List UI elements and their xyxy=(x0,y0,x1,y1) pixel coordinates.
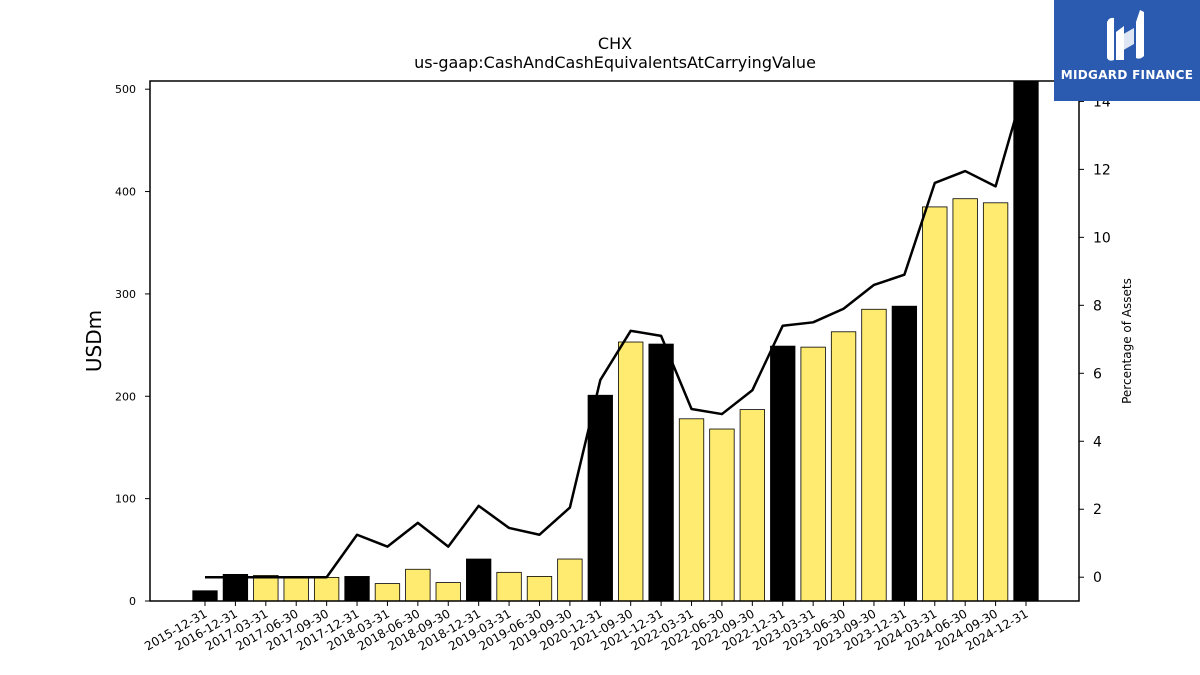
y2-tick-label: 10 xyxy=(1093,230,1111,246)
bar-2017-03-31 xyxy=(253,575,279,602)
bar-2017-12-31 xyxy=(344,576,370,602)
bar-2021-12-31 xyxy=(648,343,674,602)
y2-tick-label: 8 xyxy=(1093,298,1102,314)
bar-2023-06-30 xyxy=(830,331,857,602)
y-tick-label: 100 xyxy=(115,493,136,506)
y-axis-label: USDm xyxy=(82,310,106,372)
bar-2019-09-30 xyxy=(557,558,583,602)
bar-2018-03-31 xyxy=(374,583,401,602)
y-axis-ticks: 0 100 200 300 400 500 xyxy=(115,83,150,608)
bar-2020-12-31 xyxy=(587,394,613,602)
y2-tick-label: 12 xyxy=(1093,162,1111,178)
bar-2022-06-30 xyxy=(709,428,735,602)
y-tick-label: 0 xyxy=(129,595,136,608)
bar-2018-06-30 xyxy=(405,568,431,602)
bars-layer xyxy=(192,80,1039,602)
bar-2022-03-31 xyxy=(678,418,705,602)
midgard-logo-icon xyxy=(1107,10,1144,61)
x-axis-ticks: 2015-12-312016-12-312017-03-312017-06-30… xyxy=(142,601,1031,653)
bar-2019-03-31 xyxy=(496,571,522,602)
y2-tick-label: 2 xyxy=(1093,502,1102,518)
percentage-line xyxy=(205,80,1028,579)
bar-2023-12-31 xyxy=(891,305,918,602)
bar-2023-09-30 xyxy=(861,308,887,602)
y-tick-label: 300 xyxy=(115,288,136,301)
y2-tick-label: 0 xyxy=(1093,570,1102,586)
bar-2019-06-30 xyxy=(526,576,553,602)
plot-frame xyxy=(149,80,1080,602)
line-layer xyxy=(205,80,1028,579)
y2-tick-label: 4 xyxy=(1093,434,1102,450)
bar-2024-03-31 xyxy=(922,206,948,602)
y-tick-label: 400 xyxy=(115,186,136,199)
bar-2017-09-30 xyxy=(313,577,340,602)
logo-badge: MIDGARD FINANCE xyxy=(1054,0,1200,101)
bar-2016-12-31 xyxy=(222,573,249,602)
bar-2024-12-31 xyxy=(1013,80,1039,602)
bar-2022-09-30 xyxy=(739,409,765,602)
bar-2018-12-31 xyxy=(466,558,492,602)
chart-title: CHX xyxy=(598,34,632,53)
y-tick-label: 500 xyxy=(115,83,136,96)
chart-subtitle: us-gaap:CashAndCashEquivalentsAtCarrying… xyxy=(414,53,816,72)
bar-2018-09-30 xyxy=(435,582,461,602)
bar-2024-06-30 xyxy=(952,198,978,602)
y-tick-label: 200 xyxy=(115,390,136,403)
logo-text: MIDGARD FINANCE xyxy=(1060,68,1194,82)
bar-2015-12-31 xyxy=(192,590,218,602)
y2-tick-label: 6 xyxy=(1093,366,1102,382)
bar-2021-09-30 xyxy=(618,341,644,602)
y2-axis-label: Percentage of Assets xyxy=(1120,278,1134,404)
bar-2017-06-30 xyxy=(283,576,309,602)
bar-2024-09-30 xyxy=(982,202,1009,602)
bar-2023-03-31 xyxy=(800,346,826,602)
bar-2022-12-31 xyxy=(770,345,796,602)
chart-titles: CHX us-gaap:CashAndCashEquivalentsAtCarr… xyxy=(414,34,816,72)
